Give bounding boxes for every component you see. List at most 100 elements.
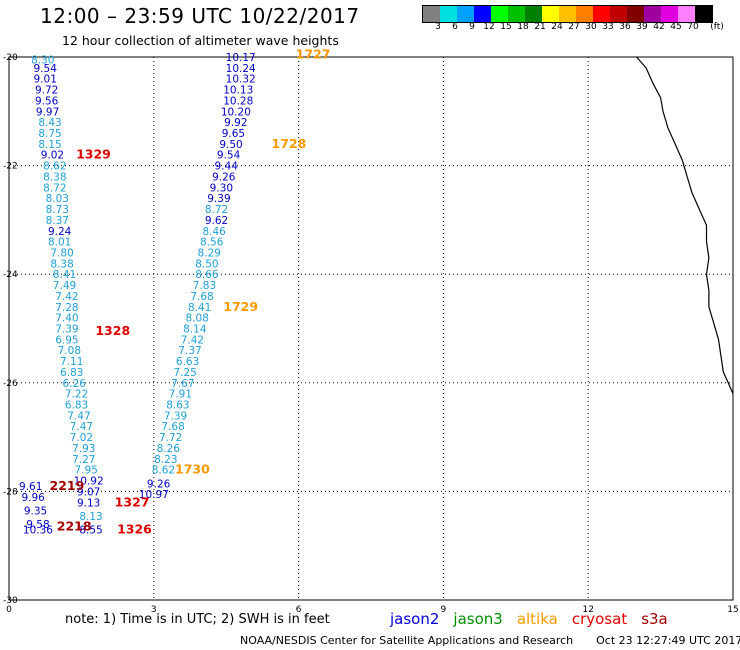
data-label-s3a: 2219 [50, 478, 85, 493]
data-label-altika: 1729 [223, 299, 258, 314]
data-label-jason2: 7.28 [55, 302, 78, 314]
data-label-jason2: 7.11 [60, 356, 83, 368]
data-label-jason2: 8.62 [43, 161, 66, 173]
legend-swatch [678, 6, 695, 22]
legend-swatch [661, 6, 678, 22]
legend-swatch [627, 6, 644, 22]
data-label-jason2: 9.02 [41, 150, 64, 162]
data-label-jason2: 8.41 [188, 302, 211, 314]
data-label-jason2: 8.37 [46, 215, 69, 227]
data-label-jason2: 9.92 [224, 117, 247, 129]
data-label-cryosat: 1327 [115, 494, 150, 509]
legend-label: 27 [568, 22, 580, 32]
x-tick-label: 12 [582, 605, 593, 615]
legend-label: 6 [452, 22, 458, 32]
legend-label: 9 [469, 22, 475, 32]
data-label-jason2: 10.36 [23, 524, 53, 536]
legend-swatch [559, 6, 576, 22]
x-tick-label: 0 [6, 605, 12, 615]
data-label-jason2: 7.47 [67, 410, 90, 422]
data-label-jason2: 9.97 [36, 106, 59, 118]
data-label-jason2: 9.44 [215, 161, 239, 173]
data-label-jason2: 10.32 [226, 74, 256, 86]
legend-swatch [525, 6, 542, 22]
data-label-jason2: 8.38 [43, 171, 66, 183]
legend-label: 12 [483, 22, 495, 32]
data-label-jason2: 8.29 [198, 247, 221, 259]
data-label-jason2: 7.42 [55, 291, 78, 303]
data-label-altika: 1728 [272, 136, 307, 151]
data-label-jason2: 8.75 [38, 128, 61, 140]
data-label-jason2: 7.02 [70, 432, 93, 444]
y-tick-label: -26 [3, 379, 18, 389]
legend-swatch [508, 6, 525, 22]
data-label-jason2: 7.68 [190, 291, 213, 303]
data-label-jason2: 8.26 [157, 443, 181, 455]
legend-label: 3 [435, 22, 441, 32]
satellite-cryosat: cryosat [571, 610, 628, 628]
data-label-jason2: 7.25 [173, 367, 196, 379]
data-label-jason2: 8.01 [48, 237, 71, 249]
data-label-jason2: 8.43 [38, 117, 61, 129]
data-label-jason2: 8.03 [46, 193, 69, 205]
legend-swatch [644, 6, 661, 22]
data-label-jason2: 10.13 [223, 85, 253, 97]
data-label-jason2: 7.83 [193, 280, 216, 292]
data-label-jason2: 9.13 [77, 497, 100, 509]
data-label-cryosat: 1328 [95, 323, 130, 338]
y-tick-label: -30 [3, 596, 18, 606]
data-label-jason2: 7.39 [164, 410, 187, 422]
coastline [636, 56, 734, 394]
chart-subtitle: 12 hour collection of altimeter wave hei… [62, 33, 339, 48]
data-label-jason2: 8.50 [195, 258, 218, 270]
data-label-jason2: 8.72 [43, 182, 66, 194]
data-label-jason2: 10.97 [139, 489, 169, 501]
legend-label: 15 [500, 22, 512, 32]
data-label-jason2: 8.72 [205, 204, 228, 216]
data-label-jason2: 9.26 [212, 171, 236, 183]
data-label-jason2: 9.96 [21, 492, 45, 504]
y-tick-label: -24 [3, 270, 18, 280]
data-label-cryosat: 1326 [117, 521, 152, 536]
data-label-jason2: 9.61 [19, 481, 42, 493]
data-label-jason2: 6.83 [65, 400, 88, 412]
footer-note: note: 1) Time is in UTC; 2) SWH is in fe… [65, 612, 330, 627]
satellite-altika: altika [516, 610, 558, 628]
data-label-cryosat: 1329 [76, 147, 111, 162]
data-label-jason2: 8.08 [186, 313, 209, 325]
legend-label: 30 [585, 22, 597, 32]
data-label-jason2: 7.27 [72, 454, 95, 466]
data-label-jason2: 6.26 [62, 378, 86, 390]
y-tick-label: -22 [3, 162, 18, 172]
legend-unit: (ft) [710, 22, 724, 32]
data-label-jason2: 8.66 [195, 269, 219, 281]
data-label-s3a: 2218 [57, 519, 92, 534]
legend-swatch [474, 6, 491, 22]
data-label-jason2: 10.28 [223, 95, 253, 107]
plot-frame [8, 56, 734, 601]
data-label-jason2: 8.46 [202, 226, 226, 238]
legend-label: 36 [619, 22, 631, 32]
data-label-jason2: 8.14 [183, 324, 207, 336]
data-label-jason2: 7.42 [181, 334, 204, 346]
data-label-jason2: 10.20 [221, 106, 251, 118]
data-label-jason2: 6.63 [176, 356, 199, 368]
data-label-jason2: 8.30 [31, 55, 54, 67]
data-label-jason2: 7.95 [75, 465, 98, 477]
legend-swatch [542, 6, 559, 22]
data-label-jason2: 9.54 [34, 63, 58, 75]
legend-swatch [457, 6, 474, 22]
credit-timestamp: Oct 23 12:27:49 UTC 2017 [596, 634, 740, 647]
data-label-jason2: 8.73 [46, 204, 69, 216]
data-label-jason2: 9.58 [26, 519, 49, 531]
data-label-jason2: 8.13 [79, 511, 102, 523]
data-label-jason2: 8.23 [154, 454, 177, 466]
legend-label: 70 [687, 22, 699, 32]
data-label-jason2: 9.01 [34, 74, 57, 86]
data-label-jason2: 8.41 [53, 269, 76, 281]
y-tick-label: -28 [3, 487, 18, 497]
data-label-jason2: 9.35 [24, 505, 47, 517]
data-label-jason2: 7.67 [171, 378, 194, 390]
data-label-jason2: 9.54 [217, 150, 241, 162]
